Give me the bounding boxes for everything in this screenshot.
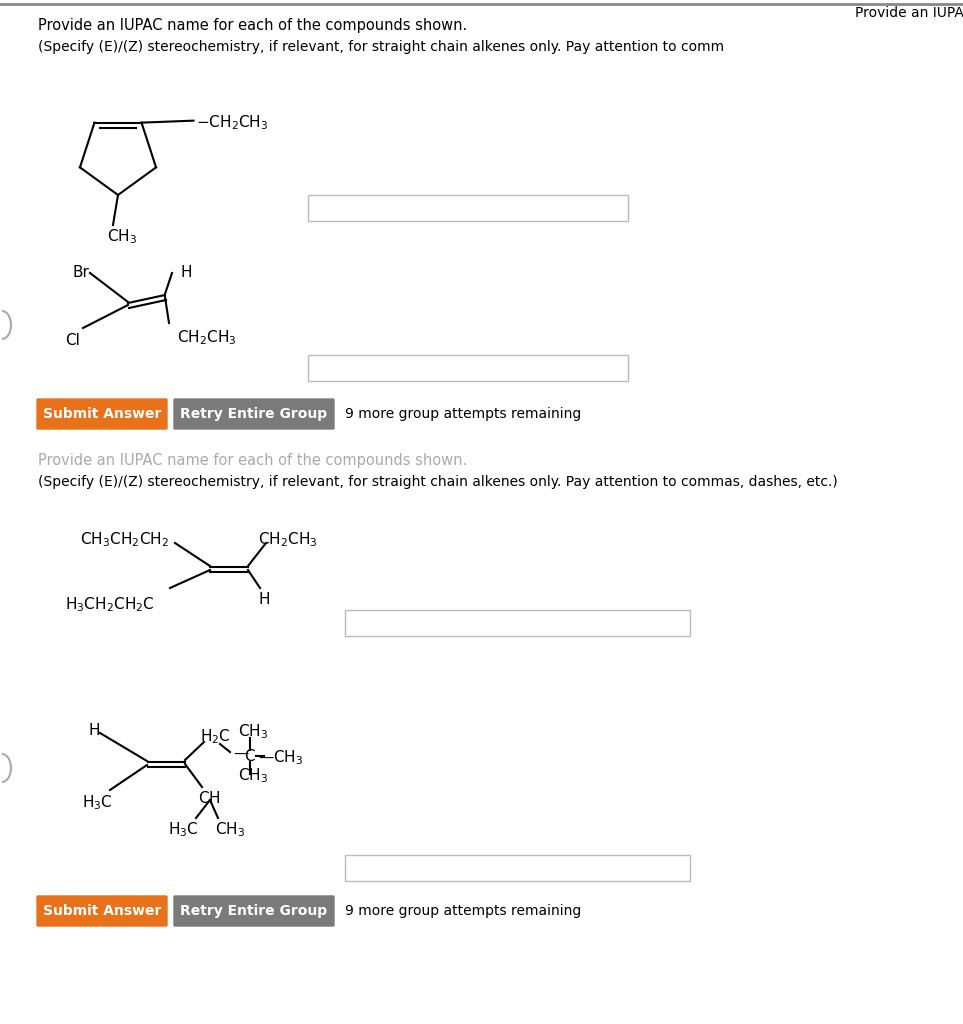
Text: $\mathregular{CH_3}$: $\mathregular{CH_3}$: [238, 766, 268, 784]
FancyBboxPatch shape: [174, 399, 334, 429]
Text: Br: Br: [72, 265, 89, 280]
Text: $\mathregular{CH_3}$: $\mathregular{CH_3}$: [238, 722, 268, 740]
Bar: [345, 610, 690, 636]
Text: $\mathregular{-CH_2CH_3}$: $\mathregular{-CH_2CH_3}$: [195, 114, 268, 132]
Text: $\mathregular{CH}$: $\mathregular{CH}$: [198, 790, 221, 806]
Text: $\mathregular{H_3CH_2CH_2C}$: $\mathregular{H_3CH_2CH_2C}$: [65, 595, 155, 613]
Text: $\mathregular{—CH_3}$: $\mathregular{—CH_3}$: [258, 748, 303, 767]
Text: $\mathregular{—}$: $\mathregular{—}$: [233, 744, 249, 760]
Text: 9 more group attempts remaining: 9 more group attempts remaining: [345, 407, 582, 421]
Text: Submit Answer: Submit Answer: [42, 407, 161, 421]
Bar: [308, 195, 628, 221]
Text: Provide an IUPAC name f: Provide an IUPAC name f: [855, 6, 963, 20]
Text: $\mathregular{CH_3}$: $\mathregular{CH_3}$: [215, 820, 246, 839]
Text: Provide an IUPAC name for each of the compounds shown.: Provide an IUPAC name for each of the co…: [38, 453, 467, 468]
Text: H: H: [180, 265, 192, 280]
FancyBboxPatch shape: [174, 896, 334, 926]
Text: (Specify (E)/(Z) stereochemistry, if relevant, for straight chain alkenes only. : (Specify (E)/(Z) stereochemistry, if rel…: [38, 40, 724, 54]
Text: H: H: [258, 592, 270, 607]
Text: $\mathregular{CH_3CH_2CH_2}$: $\mathregular{CH_3CH_2CH_2}$: [80, 530, 169, 549]
Text: Provide an IUPAC name for each of the compounds shown.: Provide an IUPAC name for each of the co…: [38, 18, 467, 33]
Text: $\mathregular{H_3C}$: $\mathregular{H_3C}$: [82, 793, 113, 812]
Text: $\mathregular{H_3C}$: $\mathregular{H_3C}$: [168, 820, 198, 839]
Text: Retry Entire Group: Retry Entire Group: [180, 407, 327, 421]
Text: $\mathregular{H_2C}$: $\mathregular{H_2C}$: [200, 727, 231, 745]
FancyBboxPatch shape: [37, 896, 167, 926]
Text: Retry Entire Group: Retry Entire Group: [180, 904, 327, 918]
Text: $\mathregular{CH_2CH_3}$: $\mathregular{CH_2CH_3}$: [258, 530, 318, 549]
Text: Cl: Cl: [65, 333, 80, 348]
Text: Submit Answer: Submit Answer: [42, 904, 161, 918]
Text: $\mathregular{CH_3}$: $\mathregular{CH_3}$: [107, 227, 137, 246]
Bar: [308, 355, 628, 381]
Text: $\mathregular{C}$: $\mathregular{C}$: [244, 748, 256, 764]
FancyBboxPatch shape: [37, 399, 167, 429]
Text: H: H: [88, 723, 99, 738]
Text: (Specify (E)/(Z) stereochemistry, if relevant, for straight chain alkenes only. : (Specify (E)/(Z) stereochemistry, if rel…: [38, 475, 838, 489]
Bar: [345, 855, 690, 881]
Text: $\mathregular{CH_2CH_3}$: $\mathregular{CH_2CH_3}$: [177, 328, 237, 347]
Text: 9 more group attempts remaining: 9 more group attempts remaining: [345, 904, 582, 918]
